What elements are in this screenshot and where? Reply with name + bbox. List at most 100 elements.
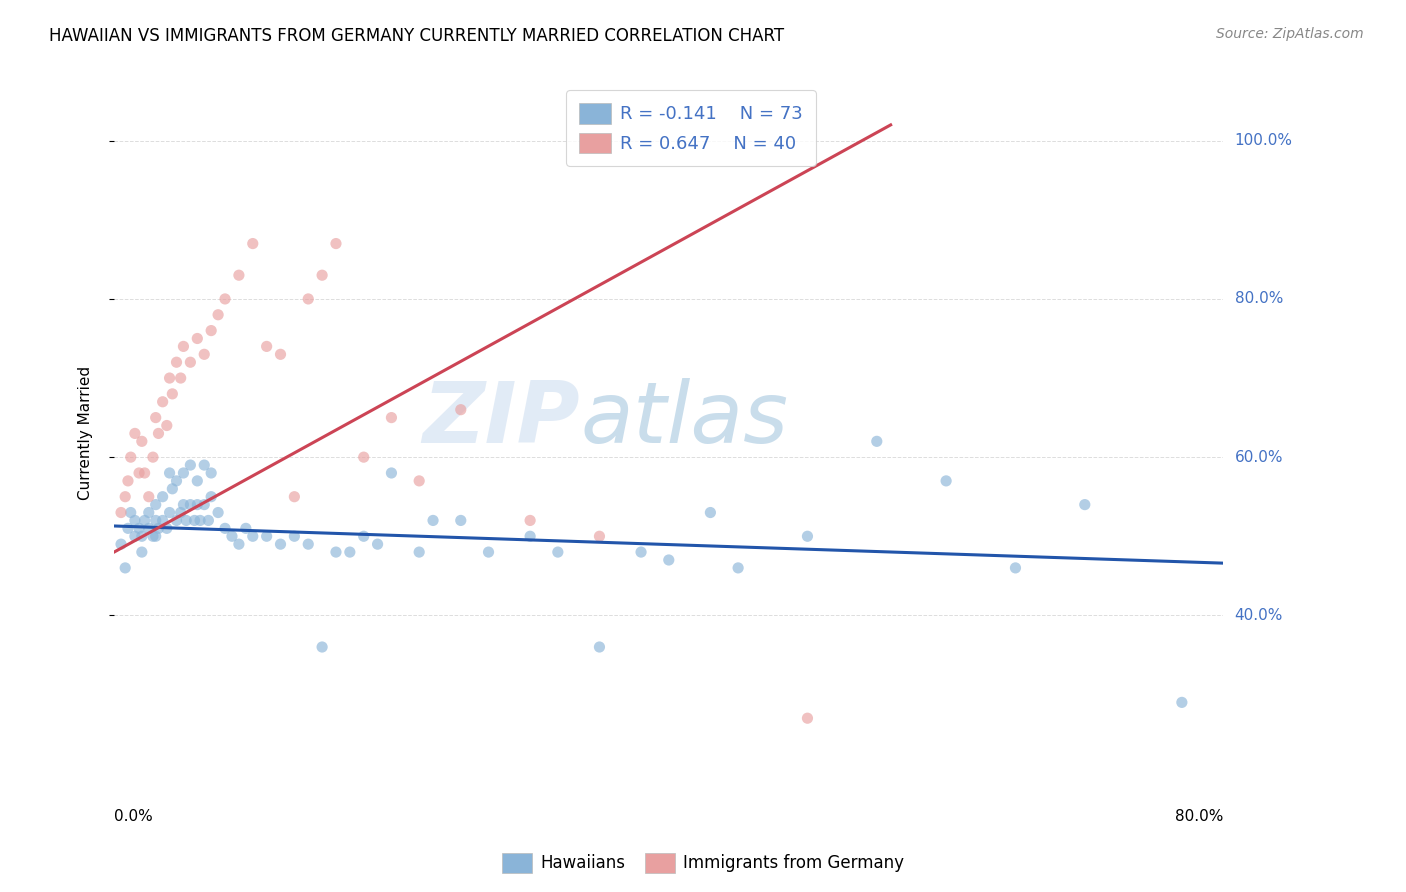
Point [270, 347, 292, 361]
Point [188, 513, 211, 527]
Point [193, 458, 215, 472]
Point [128, 521, 150, 535]
Point [283, 490, 305, 504]
Point [214, 521, 236, 535]
Legend: Hawaiians, Immigrants from Germany: Hawaiians, Immigrants from Germany [495, 847, 911, 880]
Point [156, 418, 179, 433]
Point [1004, 561, 1026, 575]
Point [408, 545, 430, 559]
Point [658, 553, 681, 567]
Point [197, 513, 219, 527]
Point [152, 490, 174, 504]
Point [221, 529, 243, 543]
Point [131, 434, 153, 449]
Point [179, 355, 201, 369]
Point [256, 529, 278, 543]
Point [353, 529, 375, 543]
Point [162, 482, 184, 496]
Point [174, 513, 197, 527]
Point [152, 394, 174, 409]
Point [120, 506, 142, 520]
Point [114, 561, 136, 575]
Point [297, 292, 319, 306]
Point [128, 466, 150, 480]
Point [110, 537, 132, 551]
Text: 80.0%: 80.0% [1234, 292, 1282, 307]
Point [172, 498, 194, 512]
Point [134, 466, 156, 480]
Point [477, 545, 499, 559]
Point [242, 529, 264, 543]
Point [228, 537, 250, 551]
Point [256, 339, 278, 353]
Point [138, 521, 160, 535]
Point [114, 490, 136, 504]
Point [367, 537, 389, 551]
Point [148, 426, 170, 441]
Text: atlas: atlas [581, 377, 787, 460]
Point [450, 513, 472, 527]
Point [138, 490, 160, 504]
Point [311, 268, 333, 283]
Text: 40.0%: 40.0% [1234, 607, 1282, 623]
Point [120, 450, 142, 465]
Point [131, 545, 153, 559]
Point [166, 513, 188, 527]
Point [228, 268, 250, 283]
Y-axis label: Currently Married: Currently Married [79, 367, 93, 500]
Point [311, 640, 333, 654]
Point [124, 529, 146, 543]
Text: Source: ZipAtlas.com: Source: ZipAtlas.com [1216, 27, 1364, 41]
Point [169, 506, 191, 520]
Point [172, 466, 194, 480]
Point [1171, 695, 1194, 709]
Point [935, 474, 957, 488]
Point [866, 434, 889, 449]
Point [145, 529, 167, 543]
Point [124, 426, 146, 441]
Point [110, 506, 132, 520]
Point [159, 371, 181, 385]
Point [159, 466, 181, 480]
Point [145, 498, 167, 512]
Point [699, 506, 721, 520]
Point [214, 292, 236, 306]
Text: 80.0%: 80.0% [1175, 809, 1223, 824]
Point [207, 308, 229, 322]
Point [727, 561, 749, 575]
Text: 60.0%: 60.0% [1234, 450, 1284, 465]
Point [422, 513, 444, 527]
Point [179, 498, 201, 512]
Point [207, 506, 229, 520]
Point [124, 513, 146, 527]
Text: HAWAIIAN VS IMMIGRANTS FROM GERMANY CURRENTLY MARRIED CORRELATION CHART: HAWAIIAN VS IMMIGRANTS FROM GERMANY CURR… [49, 27, 785, 45]
Point [353, 450, 375, 465]
Point [408, 474, 430, 488]
Point [200, 490, 222, 504]
Point [450, 402, 472, 417]
Point [380, 466, 402, 480]
Point [796, 711, 818, 725]
Point [519, 513, 541, 527]
Point [152, 513, 174, 527]
Legend: R = -0.141    N = 73, R = 0.647    N = 40: R = -0.141 N = 73, R = 0.647 N = 40 [567, 90, 815, 166]
Point [131, 529, 153, 543]
Point [166, 355, 188, 369]
Point [162, 387, 184, 401]
Point [588, 640, 610, 654]
Point [138, 506, 160, 520]
Text: 100.0%: 100.0% [1234, 133, 1292, 148]
Point [186, 474, 208, 488]
Point [179, 458, 201, 472]
Point [117, 521, 139, 535]
Point [270, 537, 292, 551]
Point [172, 339, 194, 353]
Point [200, 324, 222, 338]
Point [145, 513, 167, 527]
Point [134, 513, 156, 527]
Point [117, 474, 139, 488]
Point [283, 529, 305, 543]
Point [630, 545, 652, 559]
Point [142, 450, 165, 465]
Text: ZIP: ZIP [422, 377, 581, 460]
